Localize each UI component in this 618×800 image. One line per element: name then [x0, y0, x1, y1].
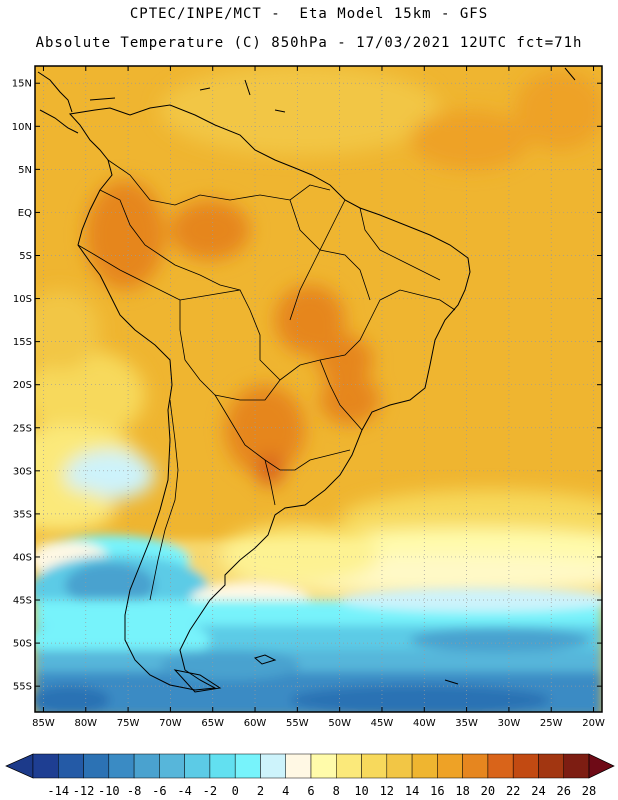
- colorbar-label: 16: [430, 784, 444, 798]
- colorbar-swatch: [209, 753, 236, 779]
- colorbar-label: -10: [98, 784, 120, 798]
- south-america-coast: [69, 104, 471, 691]
- colorbar-label: -2: [203, 784, 217, 798]
- lat-tick-label: 40S: [13, 552, 32, 563]
- colorbar-swatch: [285, 753, 312, 779]
- colorbar-swatch: [336, 753, 362, 779]
- lat-tick-label: 20S: [13, 380, 32, 391]
- lat-tick-label: EQ: [18, 208, 32, 219]
- lon-tick-label: 20W: [582, 718, 605, 729]
- colorbar-label: 10: [354, 784, 368, 798]
- lat-tick-label: 10N: [12, 122, 32, 133]
- lat-tick-label: 5S: [19, 251, 32, 262]
- colorbar-swatch: [133, 753, 160, 779]
- colorbar-label: 24: [531, 784, 545, 798]
- central-america: [37, 71, 79, 134]
- coastlines: [37, 67, 576, 693]
- lon-tick-label: 40W: [413, 718, 436, 729]
- lon-tick-label: 65W: [201, 718, 224, 729]
- colorbar: -14 -12 -10 -8 -6 -4 -2 0 2 4 6 8 10 12 14 16 18 20 22 24 26…: [5, 753, 615, 798]
- colorbar-label: 0: [232, 784, 239, 798]
- colorbar-swatch: [487, 753, 514, 779]
- colorbar-label: -4: [177, 784, 191, 798]
- colorbar-swatch: [411, 753, 438, 779]
- colorbar-swatch: [83, 753, 110, 779]
- colorbar-swatch: [310, 753, 337, 779]
- colorbar-swatch: [234, 753, 261, 779]
- colorbar-swatch: [184, 753, 211, 779]
- lat-tick-label: 10S: [13, 294, 32, 305]
- colorbar-label: 2: [257, 784, 264, 798]
- colorbar-label: -14: [47, 784, 69, 798]
- lon-tick-label: 25W: [540, 718, 563, 729]
- chart-title-line1: CPTEC/INPE/MCT - Eta Model 15km - GFS: [129, 6, 489, 22]
- colorbar-swatch: [108, 753, 135, 779]
- colorbar-label: 18: [455, 784, 469, 798]
- colorbar-swatch: [563, 753, 590, 779]
- caribbean-islands: [89, 67, 576, 113]
- country-borders: [77, 159, 456, 601]
- south-georgia: [444, 679, 459, 685]
- lat-tick-label: 25S: [13, 423, 32, 434]
- lat-tick-label: 30S: [13, 466, 32, 477]
- lon-tick-label: 35W: [455, 718, 478, 729]
- colorbar-label: 20: [481, 784, 495, 798]
- lon-tick-label: 80W: [74, 718, 97, 729]
- colorbar-swatch: [512, 753, 539, 779]
- lon-tick-label: 50W: [328, 718, 351, 729]
- colorbar-label: 26: [557, 784, 571, 798]
- colorbar-label: 8: [333, 784, 340, 798]
- latitude-axis: 15N 10N 5N EQ 5S 10S 15S 20S 25S 30S 35S 40S 45S 50S 5…: [12, 79, 602, 693]
- colorbar-swatch: [538, 753, 564, 779]
- colorbar-swatch: [32, 753, 59, 779]
- colorbar-swatch: [437, 753, 463, 779]
- lat-tick-label: 50S: [13, 639, 32, 650]
- colorbar-label: 4: [282, 784, 289, 798]
- temperature-field: [35, 66, 602, 712]
- colorbar-high-arrow: [588, 753, 615, 779]
- lon-tick-label: 55W: [286, 718, 309, 729]
- map-frame: [34, 65, 603, 713]
- lon-tick-label: 60W: [244, 718, 267, 729]
- lat-tick-label: 15N: [12, 79, 32, 90]
- colorbar-swatch: [462, 753, 489, 779]
- colorbar-label: 6: [307, 784, 314, 798]
- lat-tick-label: 45S: [13, 596, 32, 607]
- tierra-del-fuego: [173, 669, 222, 693]
- longitude-axis: 85W 80W 75W 70W 65W 60W 55W 50W 45W 40W 35W 30W 25W 2…: [32, 66, 605, 729]
- lon-tick-label: 70W: [159, 718, 182, 729]
- lon-tick-label: 85W: [32, 718, 55, 729]
- falklands: [253, 654, 277, 665]
- colorbar-label: -12: [73, 784, 95, 798]
- lat-tick-label: 55S: [13, 682, 32, 693]
- colorbar-low-arrow: [5, 753, 34, 779]
- colorbar-swatch: [386, 753, 413, 779]
- map-gridlines: [35, 66, 602, 712]
- lon-tick-label: 30W: [498, 718, 521, 729]
- colorbar-swatch: [159, 753, 185, 779]
- colorbar-label: -6: [152, 784, 166, 798]
- colorbar-label: 22: [506, 784, 520, 798]
- colorbar-swatch: [58, 753, 84, 779]
- colorbar-swatch: [260, 753, 286, 779]
- lon-tick-label: 75W: [117, 718, 140, 729]
- colorbar-label: 12: [380, 784, 394, 798]
- colorbar-label: 28: [582, 784, 596, 798]
- lat-tick-label: 5N: [18, 165, 32, 176]
- colorbar-label: 14: [405, 784, 419, 798]
- lat-tick-label: 35S: [13, 509, 32, 520]
- chart-title-line2: Absolute Temperature (C) 850hPa - 17/03/…: [35, 35, 583, 51]
- colorbar-swatch: [361, 753, 388, 779]
- lon-tick-label: 45W: [371, 718, 394, 729]
- colorbar-label: -8: [127, 784, 141, 798]
- lat-tick-label: 15S: [13, 337, 32, 348]
